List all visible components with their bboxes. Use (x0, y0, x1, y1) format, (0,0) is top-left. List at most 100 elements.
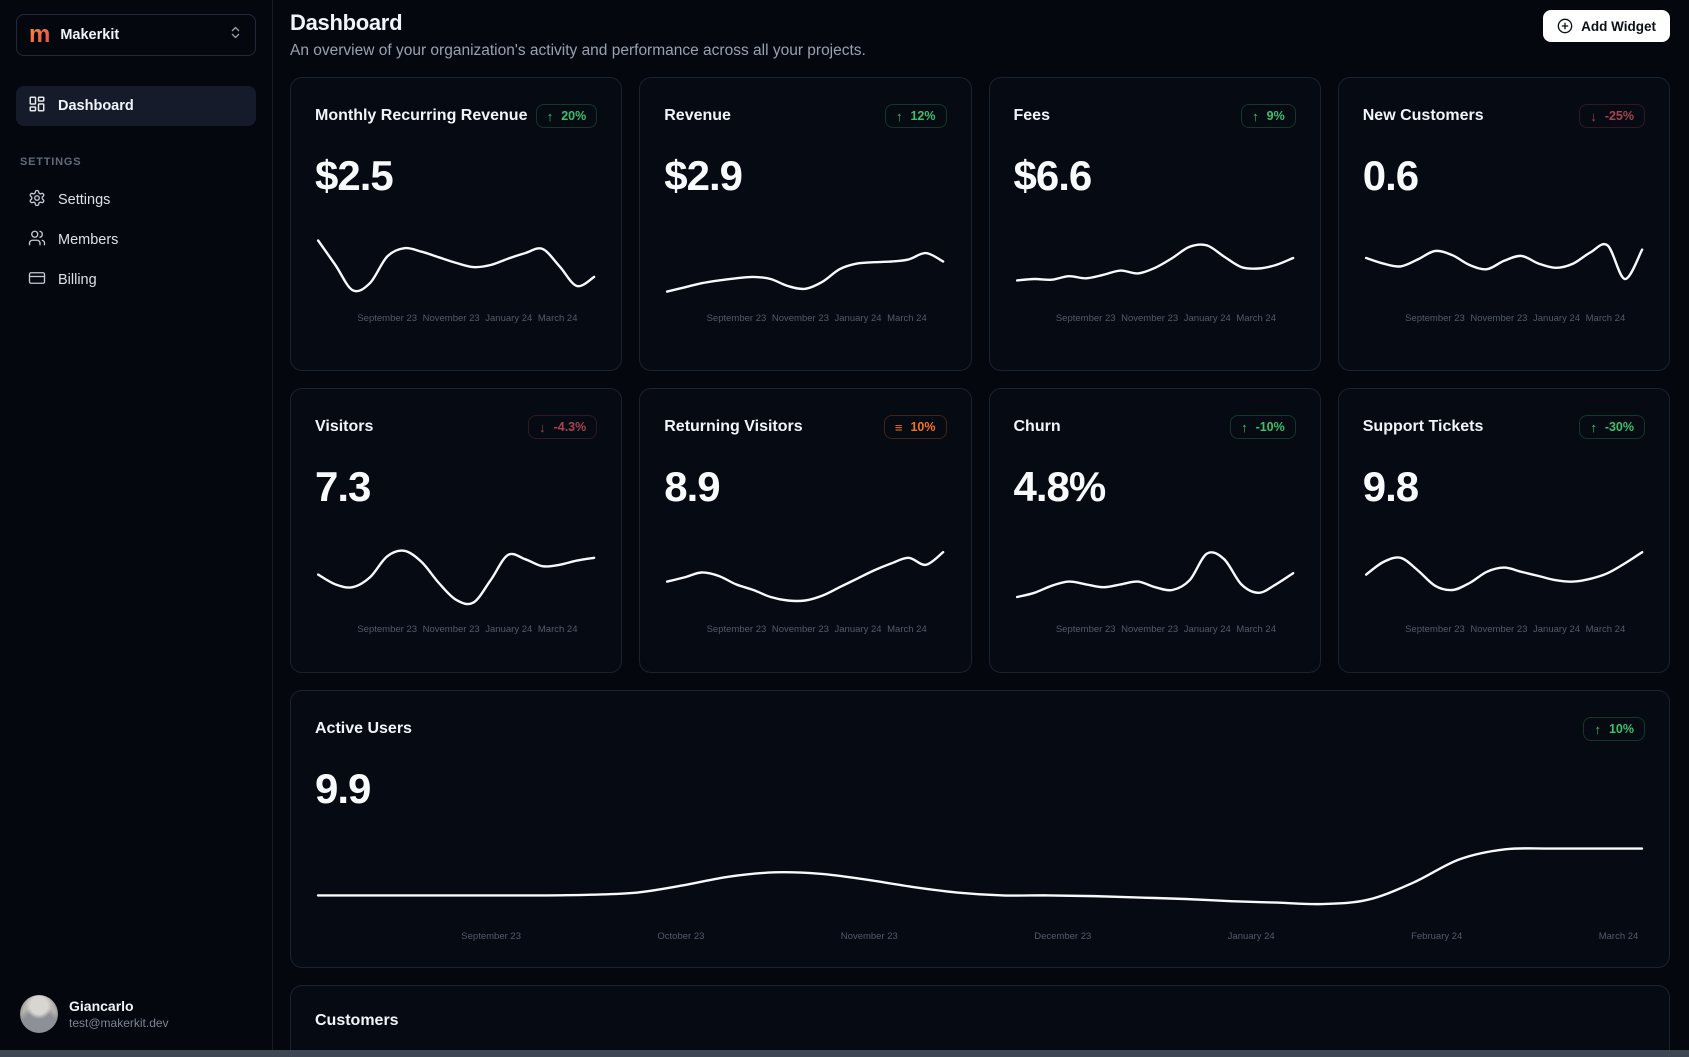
x-axis-labels: September 23 November 23 January 24 Marc… (664, 615, 946, 635)
x-tick: January 24 (834, 313, 882, 324)
card-title: Returning Visitors (664, 418, 803, 435)
x-tick: September 23 (706, 313, 767, 324)
card-title: Visitors (315, 418, 374, 435)
workspace-selector[interactable]: m Makerkit (16, 14, 256, 56)
active-users-chart (316, 847, 1644, 906)
metric-card-revenue: Revenue ↑ 12% $2.9 September 23 November… (639, 77, 972, 371)
sidebar-item-members[interactable]: Members (16, 220, 256, 260)
trend-value: -10% (1255, 420, 1285, 434)
x-tick: November 23 (1470, 313, 1528, 324)
sparkline-chart (316, 239, 596, 293)
trend-up-icon: ↑ (1594, 721, 1601, 737)
metric-value: 4.8% (1013, 463, 1107, 510)
x-tick: January 24 (1533, 313, 1581, 324)
trend-up-icon: ↑ (895, 108, 903, 124)
x-tick: January 24 (485, 624, 533, 635)
x-axis-labels: September 23 November 23 January 24 Marc… (1363, 615, 1645, 635)
x-tick: March 24 (537, 313, 578, 324)
plus-circle-icon (1557, 18, 1573, 34)
trend-up-icon: ↑ (546, 108, 554, 124)
user-email: test@makerkit.dev (69, 1016, 169, 1030)
x-axis-labels: September 23 November 23 January 24 Marc… (1014, 304, 1296, 324)
card-title: Revenue (664, 107, 731, 124)
page-heading-group: Dashboard An overview of your organizati… (290, 10, 866, 60)
trend-down-icon: ↓ (1590, 108, 1597, 124)
x-tick: March 24 (1598, 931, 1639, 942)
sparkline-chart (1364, 242, 1644, 281)
metric-card-churn: Churn ↑ -10% 4.8% September 23 November … (988, 388, 1321, 673)
metric-value: 0.6 (1362, 152, 1419, 199)
x-axis-labels: September 23 November 23 January 24 Marc… (315, 615, 597, 635)
metric-value: $6.6 (1013, 152, 1093, 199)
trend-value: 10% (910, 420, 936, 434)
x-tick: January 24 (1183, 313, 1231, 324)
x-tick: November 23 (1121, 313, 1179, 324)
x-tick: September 23 (1055, 624, 1116, 635)
metric-value: $2.5 (315, 152, 394, 199)
x-tick: January 24 (485, 313, 533, 324)
x-axis-labels: September 23 November 23 January 24 Marc… (664, 304, 946, 324)
sidebar-item-billing[interactable]: Billing (16, 260, 256, 300)
x-tick: November 23 (422, 313, 480, 324)
users-icon (28, 229, 46, 251)
card-title: Support Tickets (1362, 418, 1484, 435)
sparkline-chart (666, 551, 945, 603)
trend-value: -4.3% (553, 420, 587, 434)
user-name: Giancarlo (69, 998, 134, 1014)
sparkline-chart (1364, 551, 1644, 592)
trend-badge: ↓ -25% (1579, 104, 1645, 128)
add-widget-button[interactable]: Add Widget (1543, 10, 1670, 42)
sparkline-chart (666, 251, 945, 293)
sidebar-item-dashboard[interactable]: Dashboard (16, 86, 256, 126)
chevrons-up-down-icon (228, 25, 243, 45)
user-avatar (20, 995, 58, 1033)
trend-badge: ≡ 10% (883, 415, 947, 439)
x-axis-labels: September 23 October 23 November 23 Dece… (315, 921, 1645, 942)
x-tick: March 24 (1236, 313, 1276, 324)
x-tick: November 23 (422, 624, 480, 635)
trend-badge: ↑ -10% (1230, 415, 1296, 439)
x-tick: September 23 (461, 931, 521, 942)
add-widget-label: Add Widget (1581, 18, 1656, 34)
horizontal-scrollbar[interactable] (0, 1050, 1689, 1057)
x-tick: September 23 (357, 313, 418, 324)
x-tick: March 24 (1585, 624, 1626, 635)
card-title: Churn (1013, 418, 1061, 435)
sparkline-chart (316, 549, 596, 606)
metric-card-mrr: Monthly Recurring Revenue ↑ 20% $2.5 Sep… (290, 77, 623, 371)
x-tick: September 23 (1405, 313, 1465, 324)
workspace-name: Makerkit (60, 27, 120, 43)
x-tick: September 23 (357, 624, 418, 635)
trend-value: 20% (561, 109, 587, 123)
customers-card: Customers (290, 985, 1670, 1057)
sidebar-item-settings[interactable]: Settings (16, 180, 256, 220)
metric-card-support-tickets: Support Tickets ↑ -30% 9.8 September 23 … (1337, 388, 1670, 673)
trend-value: 10% (1608, 722, 1634, 736)
trend-up-icon: ↑ (1241, 419, 1248, 435)
trend-flat-icon: ≡ (894, 419, 903, 435)
credit-card-icon (28, 269, 46, 291)
user-info: Giancarlo test@makerkit.dev (69, 998, 169, 1030)
metrics-row-2: Visitors ↓ -4.3% 7.3 September 23 Novemb… (290, 388, 1670, 673)
metrics-row-1: Monthly Recurring Revenue ↑ 20% $2.5 Sep… (290, 77, 1670, 371)
x-tick: November 23 (1121, 624, 1179, 635)
sparkline-chart (1015, 243, 1294, 282)
x-tick: December 23 (1034, 931, 1092, 942)
x-tick: March 24 (537, 624, 578, 635)
trend-badge: ↑ -30% (1579, 415, 1645, 439)
x-tick: September 23 (1405, 624, 1465, 635)
trend-badge: ↑ 9% (1241, 104, 1296, 128)
x-tick: February 24 (1411, 931, 1463, 942)
metric-value: 8.9 (664, 463, 720, 510)
x-tick: January 24 (1533, 624, 1581, 635)
sidebar-item-label: Settings (58, 192, 111, 208)
x-tick: November 23 (840, 931, 898, 942)
metric-card-visitors: Visitors ↓ -4.3% 7.3 September 23 Novemb… (290, 388, 623, 673)
x-tick: September 23 (706, 624, 767, 635)
user-profile[interactable]: Giancarlo test@makerkit.dev (16, 987, 256, 1041)
x-tick: March 24 (1236, 624, 1276, 635)
x-axis-labels: September 23 November 23 January 24 Marc… (1014, 615, 1296, 635)
x-tick: January 24 (1183, 624, 1231, 635)
sidebar-nav: Dashboard (16, 86, 256, 126)
card-title: Fees (1013, 107, 1050, 124)
